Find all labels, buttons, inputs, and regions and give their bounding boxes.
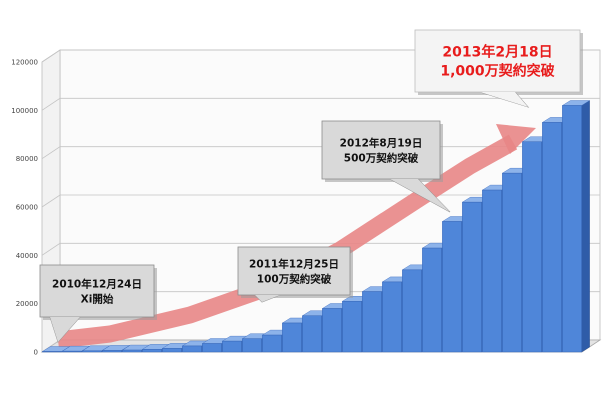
bar-side: [581, 100, 590, 353]
bar-front: [322, 308, 342, 353]
bar-front: [462, 201, 482, 353]
callout-box: [414, 29, 581, 93]
callout-milestone: 2011年12月25日 100万契約突破: [237, 246, 353, 303]
callout-text-line: 2010年12月24日: [52, 278, 142, 291]
bar-front: [42, 351, 62, 353]
gridline: [41, 242, 600, 256]
y-tick-label: 20000: [16, 300, 38, 308]
bar-front: [302, 315, 322, 353]
callout-text-line: Xi開始: [81, 293, 114, 306]
callout-text-line: 1,000万契約突破: [440, 63, 554, 80]
callout-tail-cover: [50, 317, 80, 342]
callout-box: [321, 120, 441, 180]
bar-front: [542, 122, 562, 353]
bar-front: [402, 269, 422, 353]
bar-front: [182, 345, 202, 353]
bar-front: [202, 343, 222, 353]
callout-text-line: 100万契約突破: [257, 273, 332, 286]
bar-front: [482, 189, 502, 353]
growth-arrow-head: [496, 124, 536, 154]
y-tick-label: 120000: [11, 59, 38, 67]
bar: [101, 345, 131, 353]
bars: [41, 100, 591, 353]
y-tick-label: 60000: [16, 204, 38, 212]
gridline: [41, 97, 600, 111]
callout-text-line: 2012年8月19日: [340, 137, 423, 150]
bar-front: [282, 322, 302, 353]
bar-front: [82, 350, 102, 353]
bar-front: [162, 348, 182, 353]
callout-milestone: 2012年8月19日 500万契約突破: [321, 120, 451, 213]
bar-front: [382, 281, 402, 353]
bar-front: [102, 350, 122, 353]
callout-tail-cover: [255, 295, 280, 302]
callout-box: [39, 264, 155, 318]
bar: [561, 100, 591, 353]
callout-tail-cover: [390, 179, 450, 212]
bar-front: [262, 334, 282, 353]
bar-front: [442, 221, 462, 353]
callout-text-line: 2013年2月18日: [442, 44, 552, 61]
callout-tail-cover: [480, 92, 528, 107]
y-tick-label: 40000: [16, 252, 38, 260]
y-tick-label: 0: [34, 349, 38, 357]
bar-front: [522, 141, 542, 353]
callout-text-line: 2011年12月25日: [249, 258, 339, 271]
callout-milestone-highlight: 2013年2月18日 1,000万契約突破: [414, 29, 583, 108]
bar-front: [502, 172, 522, 353]
callouts: 2010年12月24日 Xi開始 2011年12月25日 100万契約突破 2012年8…: [39, 29, 583, 343]
callout-box: [237, 246, 351, 296]
bar-front: [242, 338, 262, 353]
bar-front: [422, 247, 442, 353]
bar-front: [562, 105, 582, 353]
bar-front: [222, 340, 242, 353]
y-tick-label: 100000: [11, 107, 38, 115]
y-axis-ticks: 0 20000 40000 60000 80000 100000 120000: [11, 59, 38, 357]
callout-text-line: 500万契約突破: [344, 152, 419, 165]
bar-front: [362, 291, 382, 353]
bar-front: [62, 350, 82, 353]
y-tick-label: 80000: [16, 155, 38, 163]
bar-front: [142, 349, 162, 353]
bar-front: [342, 301, 362, 353]
callout-milestone: 2010年12月24日 Xi開始: [39, 264, 157, 343]
bar-front: [122, 349, 142, 353]
